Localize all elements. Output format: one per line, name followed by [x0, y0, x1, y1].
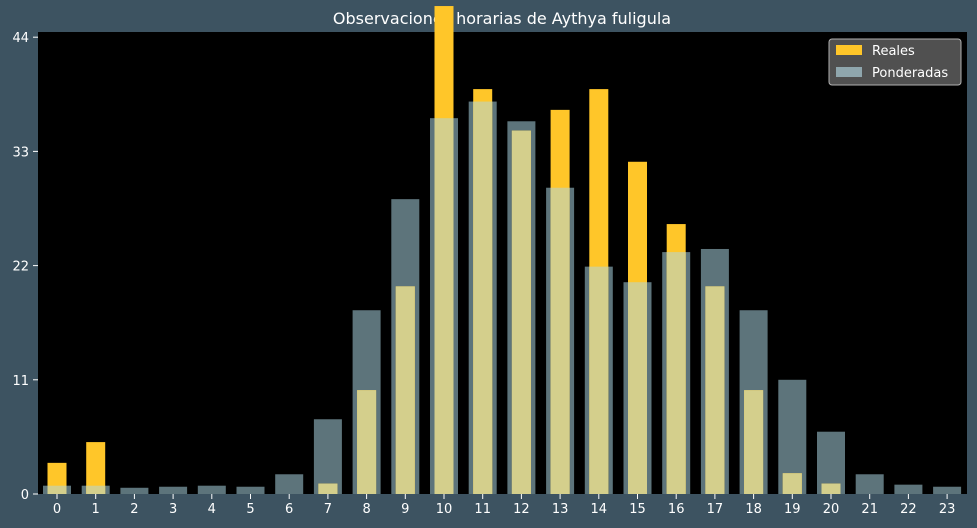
x-tick-label-2: 2 — [130, 502, 138, 517]
x-tick-label-23: 23 — [939, 502, 956, 517]
bar-overlap-20 — [821, 483, 841, 494]
bar-overlap-8 — [357, 390, 377, 494]
x-tick-label-8: 8 — [362, 502, 370, 517]
x-tick-label-20: 20 — [823, 502, 840, 517]
bar-overlap-7 — [318, 483, 338, 494]
bar-ponderadas-23 — [933, 486, 962, 494]
x-tick-label-0: 0 — [53, 502, 61, 517]
bar-overlap-1 — [86, 485, 106, 494]
x-tick-label-11: 11 — [474, 502, 491, 517]
bar-overlap-19 — [782, 473, 802, 494]
x-tick-label-6: 6 — [285, 502, 293, 517]
overlap-group — [47, 101, 841, 495]
x-axis: 0 1 2 3 4 5 6 7 8 9 10 11 12 13 14 15 16 17 18 19 20 21 22 23 — [53, 494, 956, 517]
x-tick-label-1: 1 — [92, 502, 100, 517]
x-tick-label-15: 15 — [629, 502, 646, 517]
x-tick-label-5: 5 — [246, 502, 254, 517]
y-tick-label-22: 22 — [12, 260, 29, 275]
bar-ponderadas-21 — [855, 474, 884, 494]
x-tick-label-7: 7 — [324, 502, 332, 517]
bar-overlap-14 — [589, 266, 609, 494]
plot-area — [38, 32, 967, 494]
bar-ponderadas-22 — [894, 484, 923, 494]
bar-overlap-0 — [47, 485, 67, 494]
x-tick-label-14: 14 — [591, 502, 608, 517]
bar-overlap-18 — [744, 390, 764, 494]
y-tick-label-33: 33 — [12, 145, 29, 160]
bar-ponderadas-2 — [120, 487, 149, 494]
bar-overlap-10 — [434, 118, 454, 495]
bar-overlap-16 — [666, 252, 686, 494]
y-tick-label-11: 11 — [12, 374, 29, 389]
bar-overlap-9 — [395, 286, 415, 494]
y-tick-label-0: 0 — [21, 488, 29, 503]
x-tick-label-9: 9 — [401, 502, 409, 517]
bar-overlap-13 — [550, 187, 570, 494]
bar-ponderadas-4 — [197, 485, 226, 494]
y-axis: 0 11 22 33 44 — [12, 31, 38, 503]
bar-overlap-17 — [705, 286, 725, 494]
x-tick-label-16: 16 — [668, 502, 685, 517]
x-tick-label-18: 18 — [745, 502, 762, 517]
bar-overlap-11 — [473, 101, 493, 495]
x-tick-label-3: 3 — [169, 502, 177, 517]
legend: Reales Ponderadas — [828, 38, 962, 86]
bar-overlap-15 — [628, 282, 647, 494]
legend-swatch-reales — [836, 45, 862, 55]
x-tick-label-13: 13 — [552, 502, 569, 517]
x-tick-label-22: 22 — [900, 502, 917, 517]
bar-ponderadas-6 — [275, 474, 304, 494]
legend-swatch-ponderadas — [836, 67, 862, 77]
x-tick-label-17: 17 — [707, 502, 724, 517]
chart-title: Observaciones horarias de Aythya fuligul… — [333, 9, 671, 28]
bar-ponderadas-5 — [236, 486, 265, 494]
legend-label-ponderadas: Ponderadas — [872, 66, 948, 81]
x-tick-label-21: 21 — [861, 502, 878, 517]
x-tick-label-4: 4 — [208, 502, 216, 517]
bar-reales-1 — [86, 442, 106, 494]
bar-ponderadas-3 — [159, 486, 188, 494]
legend-label-reales: Reales — [872, 44, 915, 59]
y-tick-label-44: 44 — [12, 31, 29, 46]
x-tick-label-10: 10 — [436, 502, 453, 517]
bar-ponderadas-7 — [313, 419, 342, 494]
bar-overlap-12 — [511, 130, 531, 494]
x-tick-label-19: 19 — [784, 502, 801, 517]
x-tick-label-12: 12 — [513, 502, 530, 517]
